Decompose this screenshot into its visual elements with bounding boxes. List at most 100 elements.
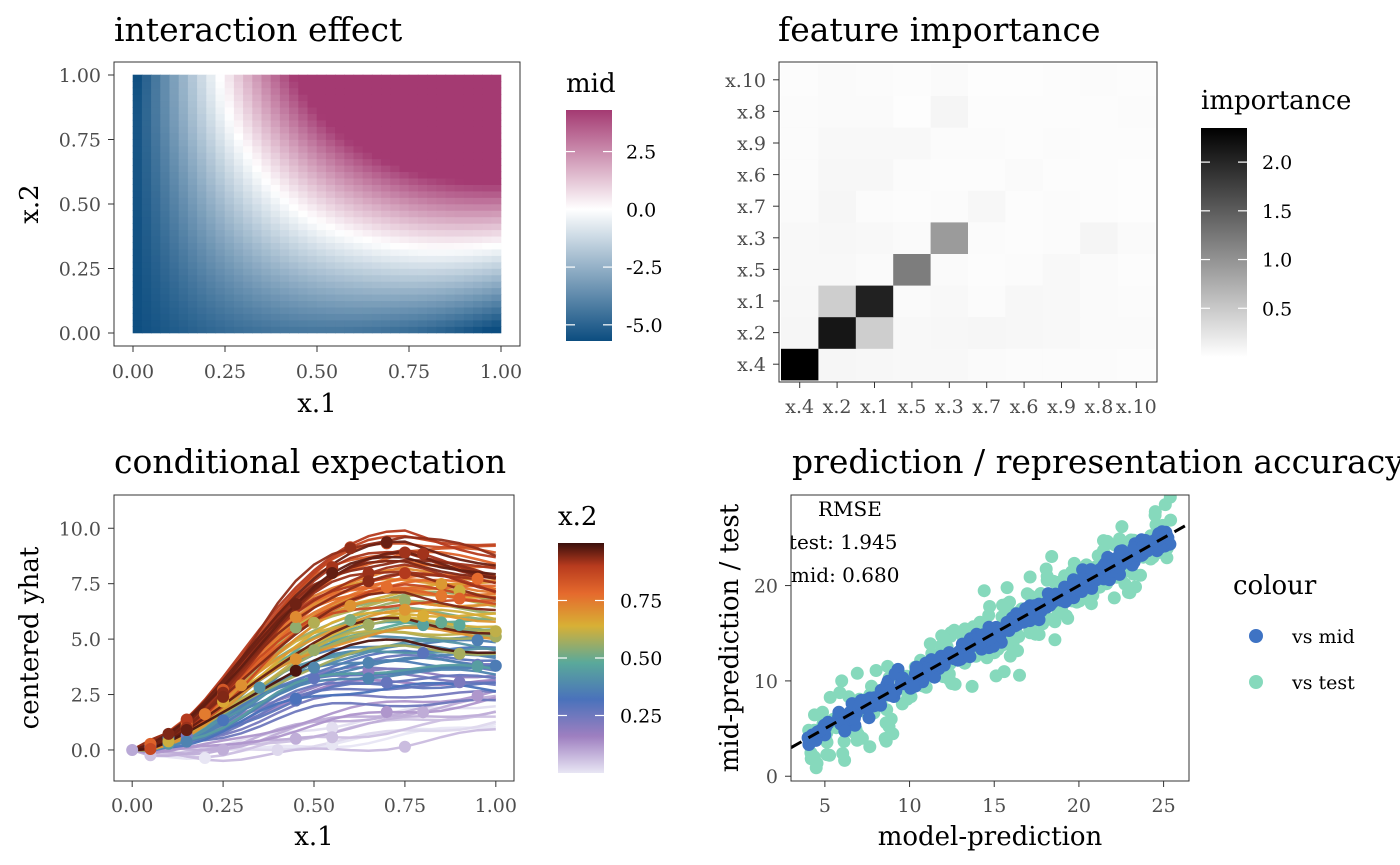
- panel-conditional-expectation: conditional expectation 0.00 0.25 0.50 0.75…: [15, 442, 662, 852]
- heatmap-cell: [270, 229, 281, 237]
- heatmap-cell: [482, 216, 493, 224]
- heatmap-cell: [463, 210, 474, 218]
- heatmap-cell: [436, 152, 447, 160]
- heatmap-cell: [215, 197, 226, 205]
- heatmap-cell: [279, 294, 290, 302]
- heatmap-cell: [381, 190, 391, 198]
- heatmap-cell: [233, 203, 244, 211]
- heatmap-cell: [362, 106, 373, 114]
- heatmap-cell: [215, 287, 226, 295]
- heatmap-cell: [445, 242, 456, 250]
- heatmap-cell: [390, 87, 401, 95]
- heatmap-cell: [362, 242, 373, 250]
- heatmap-cell: [178, 306, 189, 314]
- heatmap-cell: [463, 158, 474, 166]
- heatmap-cell: [362, 229, 373, 237]
- importance-cell: [781, 190, 819, 223]
- heatmap-cell: [141, 126, 152, 134]
- heatmap-cell: [187, 287, 198, 295]
- heatmap-cell: [408, 119, 419, 127]
- heatmap-cell: [160, 319, 171, 327]
- heatmap-cell: [463, 261, 474, 269]
- heatmap-cell: [436, 274, 447, 282]
- importance-cell: [1042, 127, 1081, 160]
- ice-point: [362, 575, 375, 588]
- heatmap-cell: [261, 94, 272, 102]
- heatmap-cell: [473, 152, 483, 160]
- ice-point: [453, 647, 466, 660]
- heatmap-cell: [224, 274, 235, 282]
- heatmap-cell: [270, 294, 281, 302]
- importance-cell: [818, 285, 857, 318]
- heatmap-cell: [178, 152, 189, 160]
- heatmap-cell: [169, 261, 180, 269]
- heatmap-cell: [399, 235, 410, 243]
- heatmap-cell: [325, 261, 336, 269]
- importance-cell: [855, 316, 894, 349]
- heatmap-cell: [399, 203, 410, 211]
- heatmap-cell: [224, 152, 235, 160]
- heatmap-cell: [381, 235, 391, 243]
- heatmap-cell: [325, 165, 336, 173]
- ice-point: [217, 690, 230, 703]
- importance-cell: [1080, 316, 1118, 349]
- heatmap-cell: [427, 177, 437, 185]
- heatmap-cell: [206, 119, 217, 127]
- heatmap-cell: [335, 242, 345, 250]
- heatmap-cell: [289, 261, 299, 269]
- heatmap-cell: [169, 268, 180, 276]
- heatmap-cell: [187, 313, 198, 321]
- heatmap-cell: [206, 126, 217, 134]
- heatmap-cell: [224, 81, 235, 89]
- heatmap-cell: [141, 184, 152, 192]
- heatmap-cell: [482, 287, 493, 295]
- heatmap-cell: [270, 216, 281, 224]
- heatmap-cell: [215, 242, 226, 250]
- heatmap-cell: [408, 326, 419, 334]
- importance-cell: [818, 253, 857, 286]
- heatmap-cell: [371, 294, 382, 302]
- heatmap-cell: [151, 184, 161, 192]
- heatmap-cell: [197, 326, 207, 334]
- heatmap-cell: [445, 300, 456, 308]
- heatmap-cell: [408, 87, 419, 95]
- heatmap-cell: [233, 319, 244, 327]
- heatmap-cell: [233, 223, 244, 231]
- heatmap-cell: [371, 74, 382, 82]
- heatmap-cell: [335, 113, 345, 121]
- heatmap-cell: [307, 184, 318, 192]
- heatmap-cell: [353, 235, 364, 243]
- point-vs-test: [882, 720, 896, 734]
- heatmap-cell: [325, 319, 336, 327]
- importance-cell: [1042, 190, 1081, 223]
- heatmap-cell: [261, 158, 272, 166]
- heatmap-cell: [417, 274, 428, 282]
- heatmap-cell: [454, 119, 465, 127]
- heatmap-cell: [197, 165, 207, 173]
- heatmap-cell: [169, 152, 180, 160]
- heatmap-cell: [491, 94, 502, 102]
- heatmap-cell: [344, 119, 355, 127]
- heatmap-cell: [362, 313, 373, 321]
- heatmap-cell: [307, 113, 318, 121]
- heatmap-cell: [399, 74, 410, 82]
- point-vs-test: [1115, 520, 1129, 534]
- heatmap-cell: [316, 145, 327, 153]
- heatmap-cell: [371, 165, 382, 173]
- heatmap-cell: [353, 223, 364, 231]
- heatmap-cell: [399, 100, 410, 108]
- heatmap-cell: [132, 126, 143, 134]
- heatmap-cell: [178, 287, 189, 295]
- heatmap-cell: [436, 255, 447, 263]
- heatmap-cell: [454, 281, 465, 289]
- heatmap-cell: [132, 197, 143, 205]
- heatmap-cell: [473, 87, 483, 95]
- heatmap-cell: [169, 158, 180, 166]
- heatmap-cell: [151, 300, 161, 308]
- heatmap-cell: [408, 139, 419, 147]
- heatmap-cell: [473, 274, 483, 282]
- importance-cell: [1005, 190, 1044, 223]
- heatmap-cell: [279, 100, 290, 108]
- heatmap-cell: [252, 81, 263, 89]
- heatmap-cell: [261, 306, 272, 314]
